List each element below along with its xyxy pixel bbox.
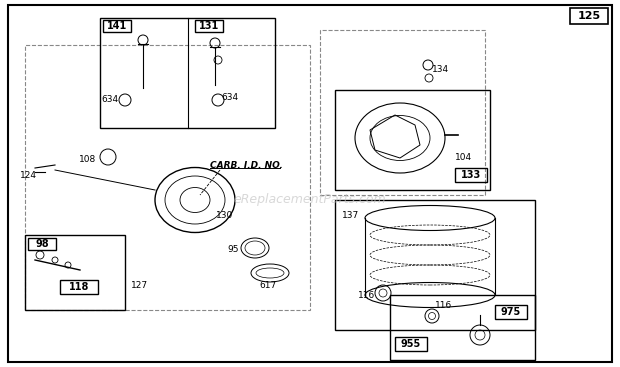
Bar bbox=[495, 305, 527, 319]
Bar bbox=[395, 337, 427, 351]
Bar bbox=[320, 30, 485, 195]
Text: 955: 955 bbox=[401, 339, 421, 349]
Text: eReplacementParts.com: eReplacementParts.com bbox=[234, 193, 386, 207]
Text: 133: 133 bbox=[461, 170, 481, 180]
Text: 975: 975 bbox=[501, 307, 521, 317]
Bar bbox=[60, 280, 98, 294]
Text: 116: 116 bbox=[358, 291, 375, 299]
Text: 130: 130 bbox=[216, 211, 234, 219]
Text: 634: 634 bbox=[102, 95, 118, 105]
Text: 137: 137 bbox=[342, 211, 359, 219]
Text: 104: 104 bbox=[455, 153, 472, 163]
Bar bbox=[455, 168, 487, 182]
Bar bbox=[25, 45, 310, 310]
Bar bbox=[570, 8, 608, 24]
Text: 131: 131 bbox=[199, 21, 219, 31]
Text: 98: 98 bbox=[35, 239, 49, 249]
Text: 127: 127 bbox=[131, 280, 149, 290]
Text: 141: 141 bbox=[107, 21, 127, 31]
Bar bbox=[103, 20, 131, 32]
Text: 617: 617 bbox=[259, 280, 277, 290]
Text: 95: 95 bbox=[228, 246, 239, 254]
Bar bbox=[195, 20, 223, 32]
Text: 108: 108 bbox=[79, 156, 97, 164]
Text: 125: 125 bbox=[577, 11, 601, 21]
Text: 116: 116 bbox=[435, 301, 452, 309]
Bar bbox=[390, 295, 535, 360]
Text: 118: 118 bbox=[69, 282, 89, 292]
Text: CARB. I.D. NO.: CARB. I.D. NO. bbox=[210, 160, 283, 170]
Bar bbox=[25, 235, 125, 310]
Text: 134: 134 bbox=[432, 65, 449, 75]
Bar bbox=[100, 18, 275, 128]
Text: 124: 124 bbox=[19, 171, 37, 179]
Bar bbox=[28, 238, 56, 250]
Bar bbox=[335, 90, 490, 190]
Text: 634: 634 bbox=[221, 94, 239, 102]
Bar bbox=[335, 200, 535, 330]
